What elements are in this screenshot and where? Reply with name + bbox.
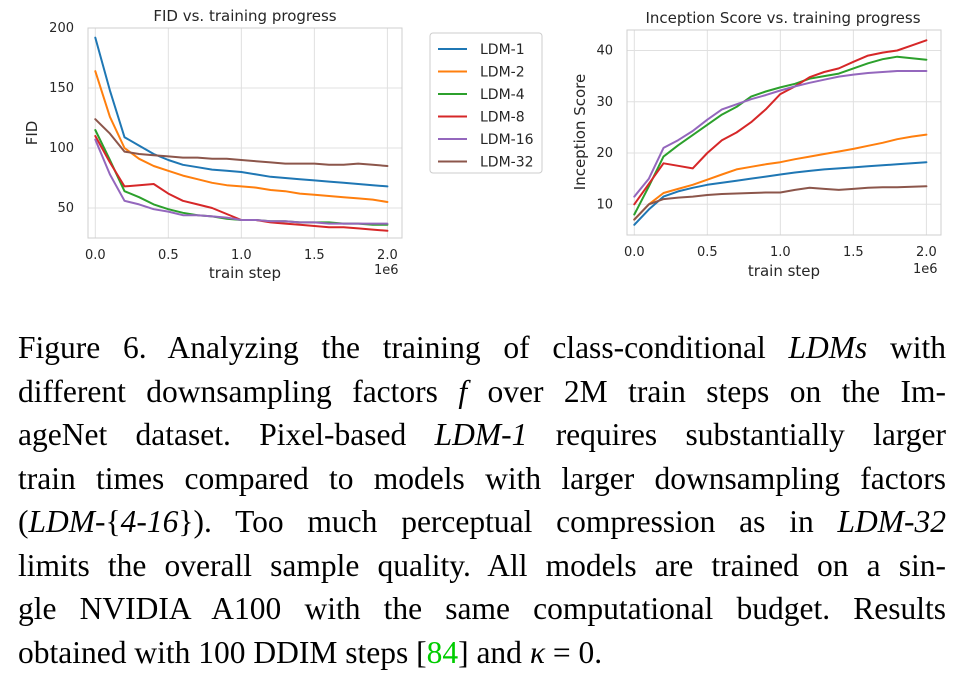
fid-y-tick-label: 200 (49, 21, 74, 36)
fid-line-ldm-16 (94, 138, 389, 225)
fid-y-tick-label: 50 (57, 201, 74, 216)
figure-plots: FID vs. training progress 0.0 0.5 1.0 1.5 2.… (23, 7, 942, 282)
figure-caption: Figure 6. Analyzing the training of clas… (18, 326, 946, 674)
inception-x-tick-label: 1.5 (843, 245, 864, 260)
fid-x-tick-label: 0.0 (85, 248, 106, 263)
caption-line-2: different downsampling factors f over 2M… (18, 373, 947, 409)
legend-item-ldm-1: LDM-1 (438, 42, 525, 58)
inception-x-tick-label: 1.0 (770, 245, 791, 260)
inception-y-tick-label: 30 (596, 95, 613, 110)
fid-line-ldm-2 (94, 70, 389, 203)
fid-gridlines (88, 27, 402, 238)
legend-label: LDM-1 (480, 42, 525, 58)
inception-gridlines (627, 30, 941, 235)
legend-label: LDM-16 (480, 132, 534, 148)
inception-line-ldm-32 (633, 185, 928, 221)
fid-x-tick-label: 2.0 (377, 248, 398, 263)
fid-y-tick-labels: 50 100 150 200 (49, 21, 74, 216)
inception-line-ldm-1 (633, 161, 928, 226)
caption-line-6: limits the overall sample quality. All m… (18, 547, 946, 583)
inception-y-tick-label: 10 (596, 197, 613, 212)
fid-x-tick-label: 1.5 (304, 248, 325, 263)
inception-line-ldm-2 (633, 133, 928, 221)
caption-line-1: Figure 6. Analyzing the training of clas… (18, 330, 946, 365)
inception-x-tick-label: 0.5 (697, 245, 718, 260)
fid-chart: FID vs. training progress 0.0 0.5 1.0 1.5 2.… (23, 7, 403, 282)
fid-x-tick-label: 0.5 (158, 248, 179, 263)
fid-plot-frame (87, 27, 403, 239)
inception-x-offset-label: 1e6 (913, 262, 938, 277)
inception-series-lines (633, 39, 928, 226)
legend-item-ldm-2: LDM-2 (438, 65, 525, 81)
fid-series-lines (94, 36, 389, 232)
inception-x-tick-labels: 0.0 0.5 1.0 1.5 2.0 (624, 245, 937, 260)
legend-item-ldm-4: LDM-4 (438, 87, 525, 103)
legend-item-ldm-8: LDM-8 (438, 110, 525, 126)
legend-item-ldm-16: LDM-16 (438, 132, 534, 148)
caption-line-4: train times compared to models with larg… (18, 460, 946, 496)
fid-line-ldm-1 (94, 36, 389, 188)
caption-line-8: obtained with 100 DDIM steps [84] and κ … (18, 634, 603, 670)
fid-x-tick-labels: 0.0 0.5 1.0 1.5 2.0 (85, 248, 398, 263)
inception-line-ldm-4 (633, 55, 928, 216)
inception-plot-frame (626, 29, 942, 236)
inception-x-axis-label: train step (748, 262, 820, 280)
fid-y-tick-label: 100 (49, 141, 74, 156)
caption-line-5: (LDM-{4-16}). Too much perceptual compre… (18, 504, 946, 539)
caption-line-7: gle NVIDIA A100 with the same computatio… (18, 591, 946, 626)
inception-chart-title: Inception Score vs. training progress (645, 9, 920, 27)
inception-line-ldm-8 (633, 39, 928, 206)
fid-y-tick-label: 150 (49, 81, 74, 96)
inception-y-tick-label: 20 (596, 146, 613, 161)
fid-chart-title: FID vs. training progress (153, 7, 336, 25)
fid-line-ldm-32 (94, 118, 389, 167)
inception-y-tick-label: 40 (596, 44, 613, 59)
fid-y-axis-label: FID (23, 121, 41, 146)
legend-label: LDM-8 (480, 110, 525, 126)
inception-x-tick-label: 2.0 (916, 245, 937, 260)
fid-x-tick-label: 1.0 (231, 248, 252, 263)
legend-label: LDM-4 (480, 87, 525, 103)
citation-link-84[interactable]: 84 (426, 634, 459, 670)
inception-y-axis-label: Inception Score (571, 74, 589, 190)
fid-x-axis-label: train step (209, 264, 281, 282)
legend-items: LDM-1 LDM-2 LDM-4 LDM-8 LDM-16 LDM-32 (438, 42, 534, 171)
fid-x-offset-label: 1e6 (374, 263, 399, 278)
legend-item-ldm-32: LDM-32 (438, 155, 534, 171)
legend-label: LDM-32 (480, 155, 534, 171)
inception-y-tick-labels: 10 20 30 40 (596, 44, 613, 213)
inception-line-ldm-16 (633, 70, 928, 198)
inception-x-tick-label: 0.0 (624, 245, 645, 260)
inception-chart: Inception Score vs. training progress 0.… (571, 9, 942, 280)
legend: LDM-1 LDM-2 LDM-4 LDM-8 LDM-16 LDM-32 (429, 32, 543, 174)
legend-label: LDM-2 (480, 65, 525, 81)
caption-line-3: ageNet dataset. Pixel-based LDM-1 requir… (18, 417, 946, 452)
